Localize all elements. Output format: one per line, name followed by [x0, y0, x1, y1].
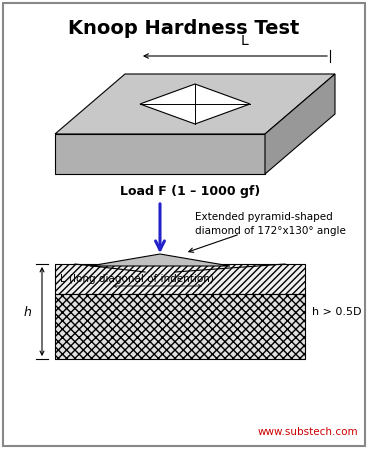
- Text: h: h: [24, 305, 32, 318]
- Polygon shape: [90, 254, 230, 266]
- Bar: [55, 294, 305, 359]
- Bar: [55, 264, 305, 294]
- Text: h > 0.5D: h > 0.5D: [312, 307, 361, 317]
- Polygon shape: [55, 134, 265, 174]
- Text: www.substech.com: www.substech.com: [257, 427, 358, 437]
- Text: L (long diagonal of indention): L (long diagonal of indention): [60, 274, 214, 284]
- Bar: [55, 294, 305, 359]
- Bar: [55, 264, 305, 294]
- Polygon shape: [55, 74, 335, 134]
- Text: L: L: [241, 34, 249, 48]
- Text: Load F (1 – 1000 gf): Load F (1 – 1000 gf): [120, 185, 260, 198]
- Text: Knoop Hardness Test: Knoop Hardness Test: [68, 19, 300, 38]
- Text: Extended pyramid-shaped
diamond of 172°x130° angle: Extended pyramid-shaped diamond of 172°x…: [195, 212, 346, 236]
- Polygon shape: [265, 74, 335, 174]
- Polygon shape: [140, 84, 250, 124]
